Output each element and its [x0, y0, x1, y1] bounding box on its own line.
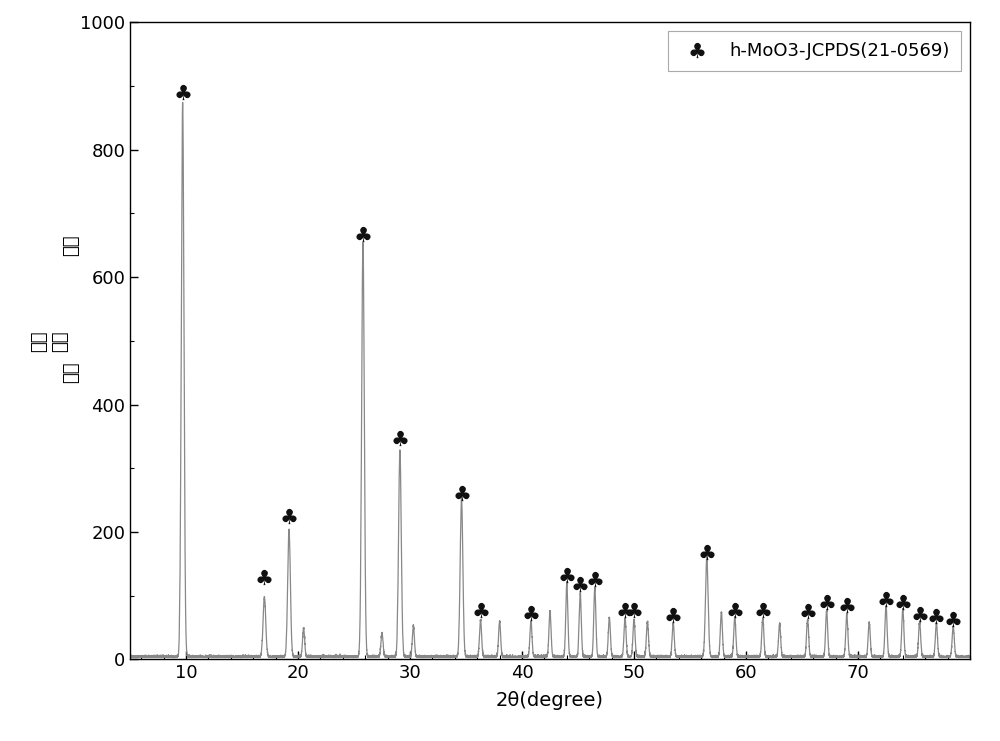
- X-axis label: 2θ(degree): 2θ(degree): [496, 691, 604, 710]
- Text: 相对: 相对: [62, 362, 80, 384]
- Text: 强度: 强度: [62, 234, 80, 256]
- Legend: h-MoO3-JCPDS(21-0569): h-MoO3-JCPDS(21-0569): [668, 31, 961, 71]
- Y-axis label: 强度
相对: 强度 相对: [30, 330, 69, 352]
